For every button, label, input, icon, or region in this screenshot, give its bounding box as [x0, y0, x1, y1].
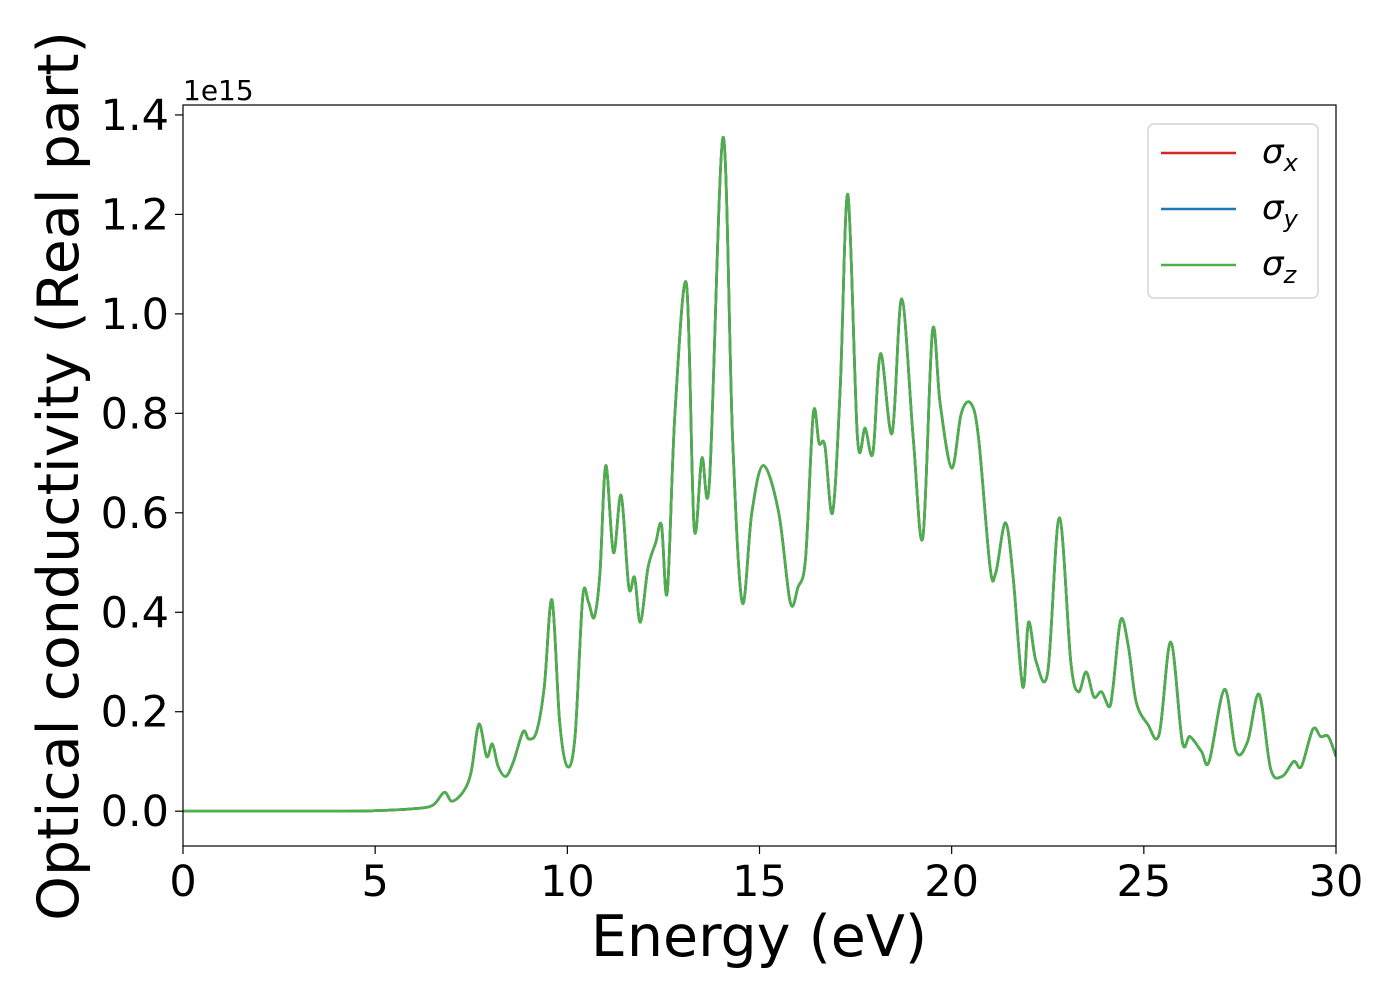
y-tick-label: 0.0 [101, 787, 169, 837]
y-tick-label: 0.6 [101, 489, 169, 539]
x-tick-label: 10 [540, 857, 595, 907]
y-tick-label: 1.4 [101, 91, 169, 141]
y-tick-label: 0.2 [101, 688, 169, 738]
series-line-3 [183, 136, 1336, 813]
legend-label-2: σy [1262, 188, 1299, 233]
legend-box [1147, 123, 1319, 299]
x-tick-label: 25 [1116, 857, 1171, 907]
x-axis-ticks: 0 5 10 15 20 25 30 [169, 846, 1363, 907]
y-tick-label: 0.4 [101, 588, 169, 638]
y-tick-label: 1.0 [101, 290, 169, 340]
x-tick-label: 0 [169, 857, 196, 907]
y-axis-ticks: 0.0 0.2 0.4 0.6 0.8 1.0 1.2 1.4 [101, 91, 183, 837]
series-layer [183, 136, 1336, 813]
legend-label-3: σz [1262, 244, 1298, 289]
x-tick-label: 30 [1309, 857, 1364, 907]
y-axis-label: Optical conductivity (Real part) [26, 31, 92, 921]
y-offset-label: 1e15 [183, 74, 254, 107]
legend-label-1: σx [1262, 132, 1299, 177]
x-tick-label: 5 [361, 857, 388, 907]
x-tick-label: 20 [924, 857, 979, 907]
y-tick-label: 1.2 [101, 190, 169, 240]
y-tick-label: 0.8 [101, 389, 169, 439]
legend: σx σy σz [1147, 123, 1319, 299]
legend-entries: σx σy σz [1161, 132, 1299, 289]
x-tick-label: 15 [732, 857, 787, 907]
x-axis-label: Energy (eV) [591, 904, 927, 970]
